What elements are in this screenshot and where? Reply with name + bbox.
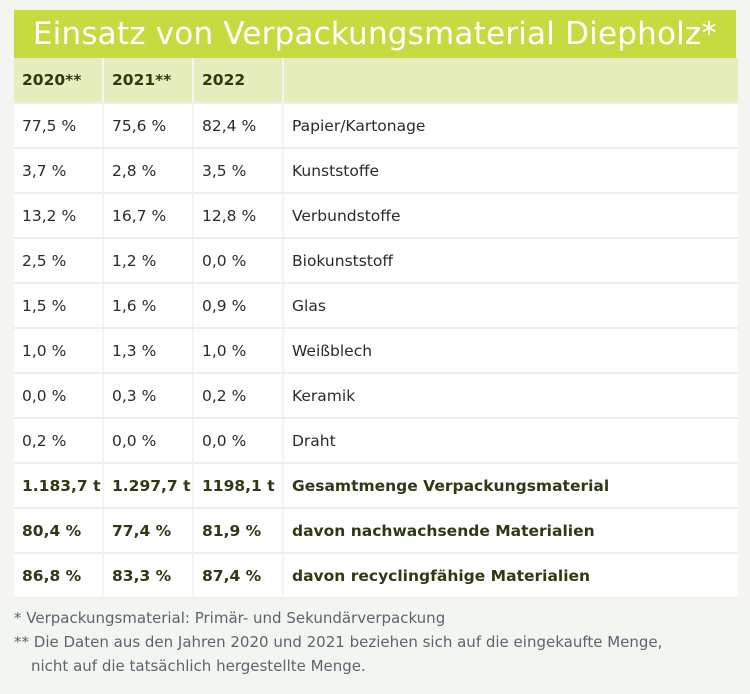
table-row: 1,0 % 1,3 % 1,0 % Weißblech (14, 328, 738, 374)
cell-2020: 1.183,7 t (14, 463, 104, 509)
footnote-2-mark: ** (14, 633, 34, 651)
cell-2022: 12,8 % (193, 193, 284, 239)
cell-2021: 1.297,7 t (103, 463, 194, 509)
cell-2020: 3,7 % (14, 148, 104, 194)
footnote-2-text-line-2: nicht auf die tatsächlich hergestellte M… (31, 657, 366, 675)
table-row: 0,2 % 0,0 % 0,0 % Draht (14, 418, 738, 464)
cell-2022: 0,9 % (193, 283, 284, 329)
table-title: Einsatz von Verpackungsmaterial Diepholz… (14, 10, 736, 58)
table-body: 77,5 % 75,6 % 82,4 % Papier/Kartonage 3,… (14, 103, 738, 599)
cell-2022: 0,0 % (193, 418, 284, 464)
cell-2021: 1,6 % (103, 283, 194, 329)
cell-2020: 0,0 % (14, 373, 104, 419)
cell-2022: 0,0 % (193, 238, 284, 284)
cell-2020: 86,8 % (14, 553, 104, 599)
footnote-2-continued: nicht auf die tatsächlich hergestellte M… (14, 654, 736, 678)
cell-2021: 1,3 % (103, 328, 194, 374)
cell-label: Kunststoffe (283, 148, 738, 194)
cell-2021: 2,8 % (103, 148, 194, 194)
cell-2021: 0,0 % (103, 418, 194, 464)
footnote-1-text: Verpackungsmaterial: Primär- und Sekundä… (26, 609, 446, 627)
table-row: 2,5 % 1,2 % 0,0 % Biokunststoff (14, 238, 738, 284)
cell-2021: 0,3 % (103, 373, 194, 419)
cell-2020: 0,2 % (14, 418, 104, 464)
cell-2020: 80,4 % (14, 508, 104, 554)
footnote-1: * Verpackungsmaterial: Primär- und Sekun… (14, 606, 736, 630)
renewable-row: 80,4 % 77,4 % 81,9 % davon nachwachsende… (14, 508, 738, 554)
cell-2021: 83,3 % (103, 553, 194, 599)
cell-2020: 77,5 % (14, 103, 104, 149)
header-2022: 2022 (193, 58, 284, 104)
cell-label: Verbundstoffe (283, 193, 738, 239)
cell-2021: 16,7 % (103, 193, 194, 239)
cell-label: davon recyclingfähige Materialien (283, 553, 738, 599)
cell-label: Weißblech (283, 328, 738, 374)
cell-2022: 1198,1 t (193, 463, 284, 509)
footnote-2-text-line-1: Die Daten aus den Jahren 2020 und 2021 b… (33, 633, 663, 651)
cell-2022: 3,5 % (193, 148, 284, 194)
cell-2022: 82,4 % (193, 103, 284, 149)
header-label (283, 58, 738, 104)
cell-label: Glas (283, 283, 738, 329)
cell-2022: 0,2 % (193, 373, 284, 419)
table-row: 1,5 % 1,6 % 0,9 % Glas (14, 283, 738, 329)
cell-2020: 13,2 % (14, 193, 104, 239)
packaging-table: 2020** 2021** 2022 77,5 % 75,6 % 82,4 % … (14, 58, 738, 599)
cell-2022: 81,9 % (193, 508, 284, 554)
cell-label: Gesamtmenge Verpackungsmaterial (283, 463, 738, 509)
cell-label: Keramik (283, 373, 738, 419)
cell-2022: 87,4 % (193, 553, 284, 599)
cell-2021: 77,4 % (103, 508, 194, 554)
header-2020: 2020** (14, 58, 104, 104)
footnotes: * Verpackungsmaterial: Primär- und Sekun… (14, 606, 736, 678)
cell-2022: 1,0 % (193, 328, 284, 374)
cell-2020: 2,5 % (14, 238, 104, 284)
table-row: 0,0 % 0,3 % 0,2 % Keramik (14, 373, 738, 419)
footnote-1-mark: * (14, 609, 27, 627)
header-row: 2020** 2021** 2022 (14, 58, 738, 104)
header-2021: 2021** (103, 58, 194, 104)
table-row: 13,2 % 16,7 % 12,8 % Verbundstoffe (14, 193, 738, 239)
recyclable-row: 86,8 % 83,3 % 87,4 % davon recyclingfähi… (14, 553, 738, 599)
cell-2020: 1,0 % (14, 328, 104, 374)
table-row: 3,7 % 2,8 % 3,5 % Kunststoffe (14, 148, 738, 194)
cell-2021: 75,6 % (103, 103, 194, 149)
cell-2021: 1,2 % (103, 238, 194, 284)
cell-label: davon nachwachsende Materialien (283, 508, 738, 554)
cell-label: Draht (283, 418, 738, 464)
total-row: 1.183,7 t 1.297,7 t 1198,1 t Gesamtmenge… (14, 463, 738, 509)
footnote-2: ** Die Daten aus den Jahren 2020 und 202… (14, 630, 736, 654)
cell-2020: 1,5 % (14, 283, 104, 329)
cell-label: Papier/Kartonage (283, 103, 738, 149)
table-row: 77,5 % 75,6 % 82,4 % Papier/Kartonage (14, 103, 738, 149)
cell-label: Biokunststoff (283, 238, 738, 284)
